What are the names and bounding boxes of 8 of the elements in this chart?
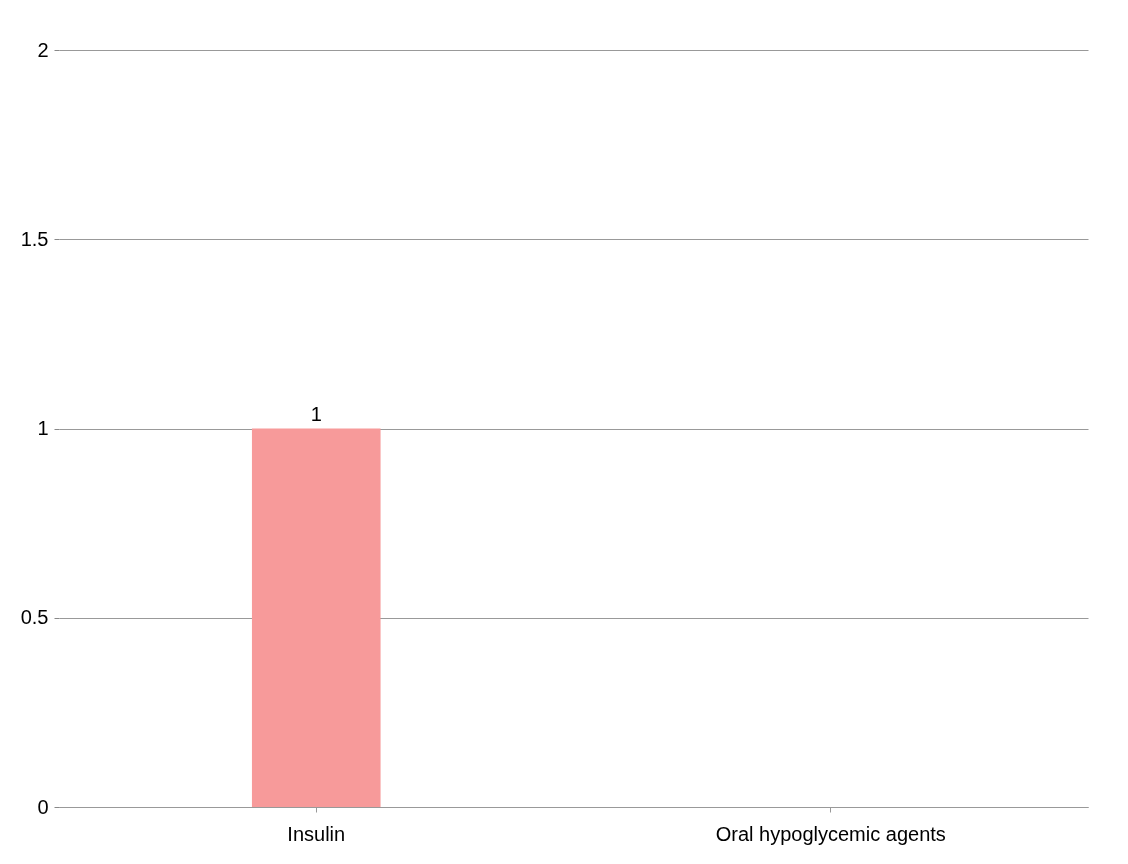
y-tick-label: 1 [37,417,49,439]
y-tick-label: 0.5 [20,606,49,629]
data-label: 1 [310,402,322,425]
y-tick-label: 2 [37,38,49,61]
y-tick-label: 0 [37,795,49,818]
x-tick-label: Insulin [287,822,346,845]
x-tick-label: Oral hypoglycemic agents [715,822,946,845]
y-tick-label: 1.5 [20,227,49,250]
